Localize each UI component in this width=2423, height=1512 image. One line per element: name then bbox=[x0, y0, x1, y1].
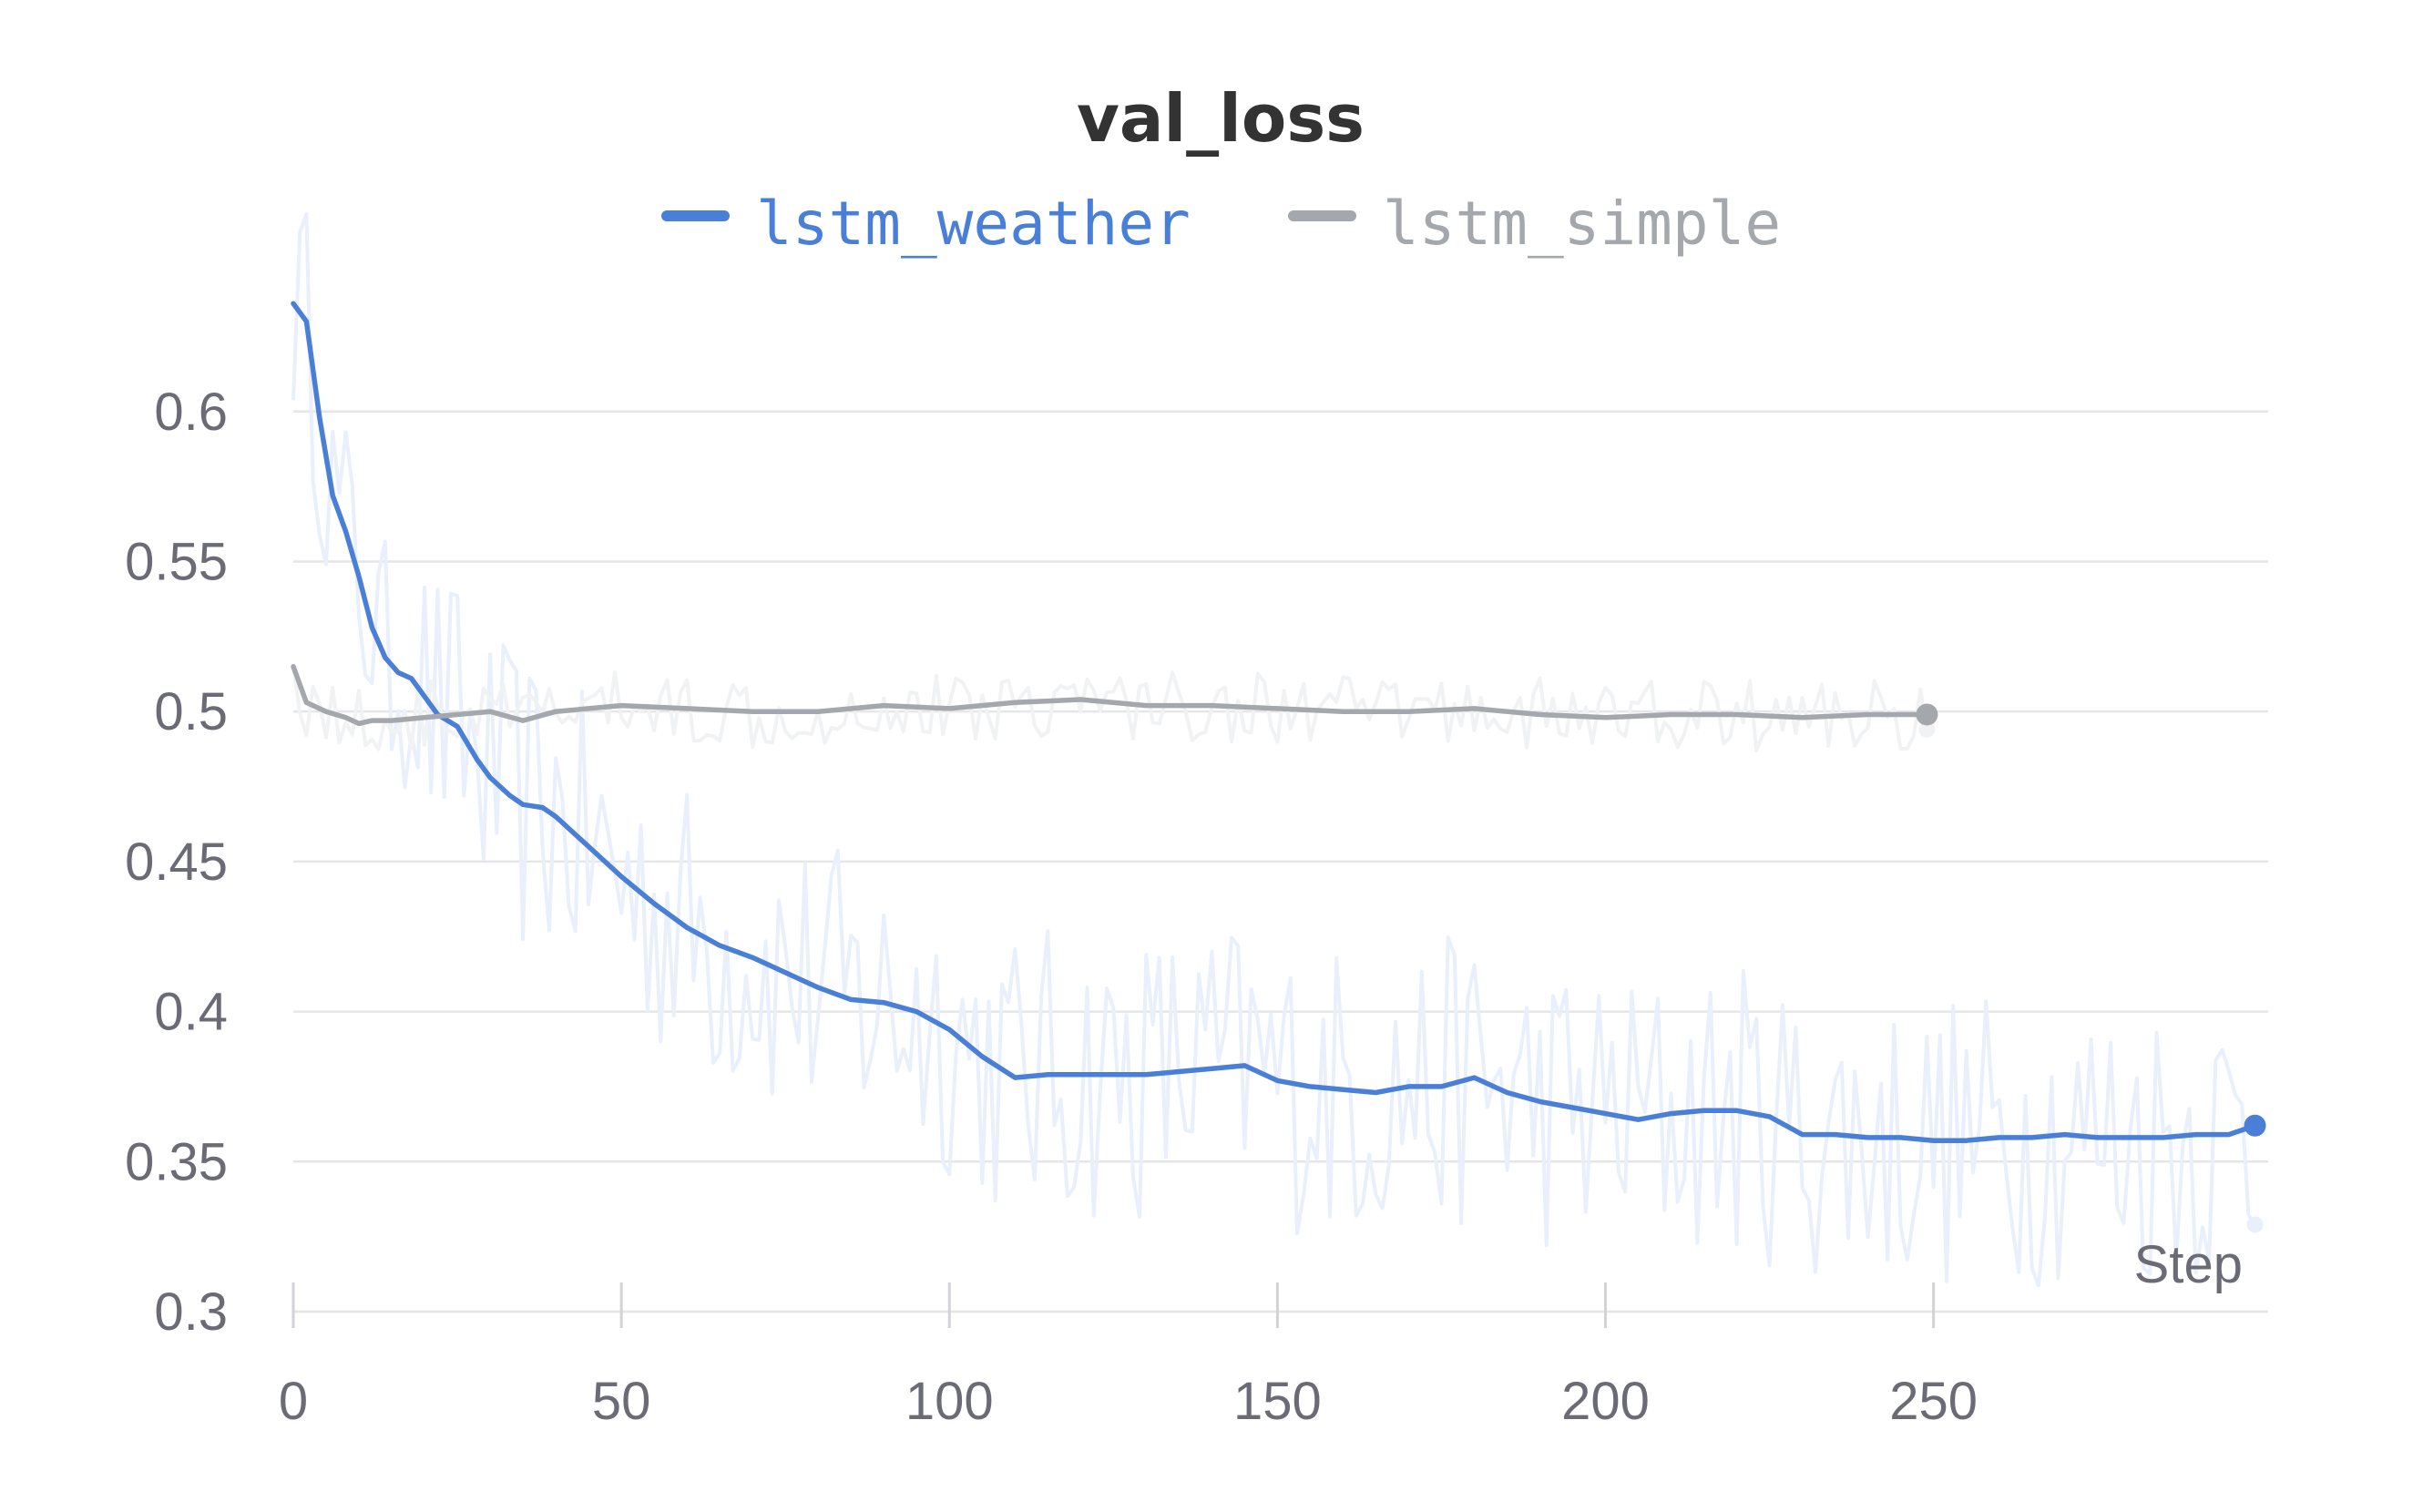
y-axis-ticks: 0.3 0.35 0.4 0.45 0.5 0.55 0.6 bbox=[125, 383, 228, 1342]
chart-title: val_loss bbox=[1077, 80, 1365, 157]
y-tick-label: 0.5 bbox=[154, 682, 228, 741]
x-axis-label: Step bbox=[2134, 1235, 2243, 1294]
x-tick-label: 0 bbox=[279, 1372, 308, 1431]
y-tick-label: 0.3 bbox=[154, 1282, 228, 1342]
legend: lstm_weather lstm_simple bbox=[661, 189, 1781, 259]
legend-label-lstm-weather: lstm_weather bbox=[756, 189, 1191, 259]
raw-series-layer bbox=[291, 212, 2264, 1288]
x-tick-label: 150 bbox=[1233, 1372, 1322, 1431]
raw-line-lstm-weather bbox=[291, 212, 2257, 1288]
x-tick-label: 250 bbox=[1889, 1372, 1978, 1431]
series-endpoint-lstm-weather[interactable] bbox=[2244, 1114, 2266, 1137]
raw-line-lstm-simple bbox=[291, 664, 1929, 752]
x-tick-label: 100 bbox=[905, 1372, 994, 1431]
y-tick-label: 0.4 bbox=[154, 983, 228, 1042]
gridlines bbox=[293, 410, 2268, 1313]
x-tick-label: 50 bbox=[592, 1372, 651, 1431]
y-tick-label: 0.35 bbox=[125, 1132, 228, 1191]
legend-label-lstm-simple: lstm_simple bbox=[1383, 189, 1781, 259]
y-tick-label: 0.45 bbox=[125, 833, 228, 892]
series-line-lstm-simple[interactable] bbox=[291, 664, 1930, 727]
y-tick-label: 0.55 bbox=[125, 532, 228, 591]
y-tick-label: 0.6 bbox=[154, 383, 228, 442]
series-endpoint-lstm-simple[interactable] bbox=[1916, 703, 1938, 726]
x-tick-label: 200 bbox=[1561, 1372, 1650, 1431]
raw-endpoint-lstm-weather bbox=[2246, 1216, 2264, 1233]
series-layer[interactable] bbox=[291, 301, 2266, 1143]
raw-endpoint-lstm-simple bbox=[1918, 720, 1936, 738]
series-line-lstm-weather[interactable] bbox=[291, 301, 2258, 1143]
legend-item-lstm-weather[interactable]: lstm_weather bbox=[661, 189, 1191, 259]
x-axis-ticks: 0 50 100 150 200 250 bbox=[279, 1282, 1978, 1431]
legend-item-lstm-simple[interactable]: lstm_simple bbox=[1288, 189, 1781, 259]
